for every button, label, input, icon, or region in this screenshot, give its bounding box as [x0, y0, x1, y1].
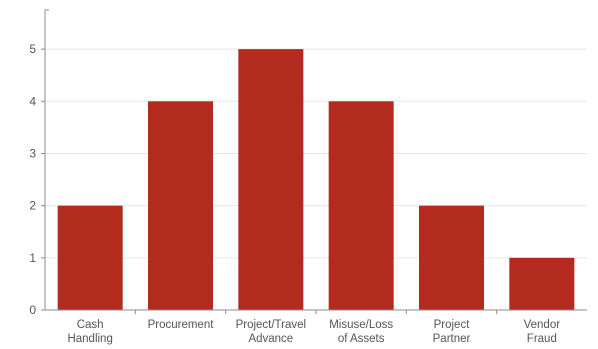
y-axis-tick-labels: 0 1 2 3 4 5 [29, 42, 45, 317]
x-category-label: Project/Travel Advance [236, 319, 307, 345]
bar [328, 101, 394, 310]
y-tick-label: 2 [29, 199, 36, 213]
bar [148, 101, 213, 310]
bar [57, 205, 123, 310]
x-axis-ticks [134, 310, 498, 314]
bar [419, 205, 484, 310]
x-category-label-line: Cash [77, 319, 104, 331]
x-category-label-line: Fraud [527, 333, 557, 345]
x-category-label-line: of Assets [338, 333, 385, 345]
x-category-label-line: Partner [433, 333, 471, 345]
axes [44, 9, 587, 311]
x-category-label: Cash Handling [67, 319, 112, 345]
y-tick-label: 0 [29, 303, 36, 317]
x-category-label: Misuse/Loss of Assets [329, 319, 393, 345]
x-category-label-line: Project [434, 319, 471, 331]
y-tick-label: 1 [29, 251, 36, 265]
bars [57, 49, 575, 311]
y-tick-label: 4 [29, 94, 36, 108]
x-axis-category-labels: Cash Handling Procurement Project/Travel Adv… [67, 319, 560, 345]
bar [238, 49, 304, 311]
x-category-label-line: Project/Travel [236, 319, 307, 331]
x-category-label: Procurement [148, 319, 215, 331]
x-category-label-line: Advance [248, 333, 293, 345]
x-category-label-line: Handling [67, 333, 112, 345]
x-category-label-line: Misuse/Loss [329, 319, 393, 331]
x-category-label-line: Vendor [524, 319, 561, 331]
y-tick-label: 5 [29, 42, 36, 56]
x-category-label-line: Procurement [148, 319, 215, 331]
x-category-label: Vendor Fraud [524, 319, 561, 345]
y-tick-label: 3 [29, 146, 36, 160]
x-category-label: Project Partner [433, 319, 471, 345]
gridlines [45, 48, 587, 259]
bar [509, 257, 575, 310]
